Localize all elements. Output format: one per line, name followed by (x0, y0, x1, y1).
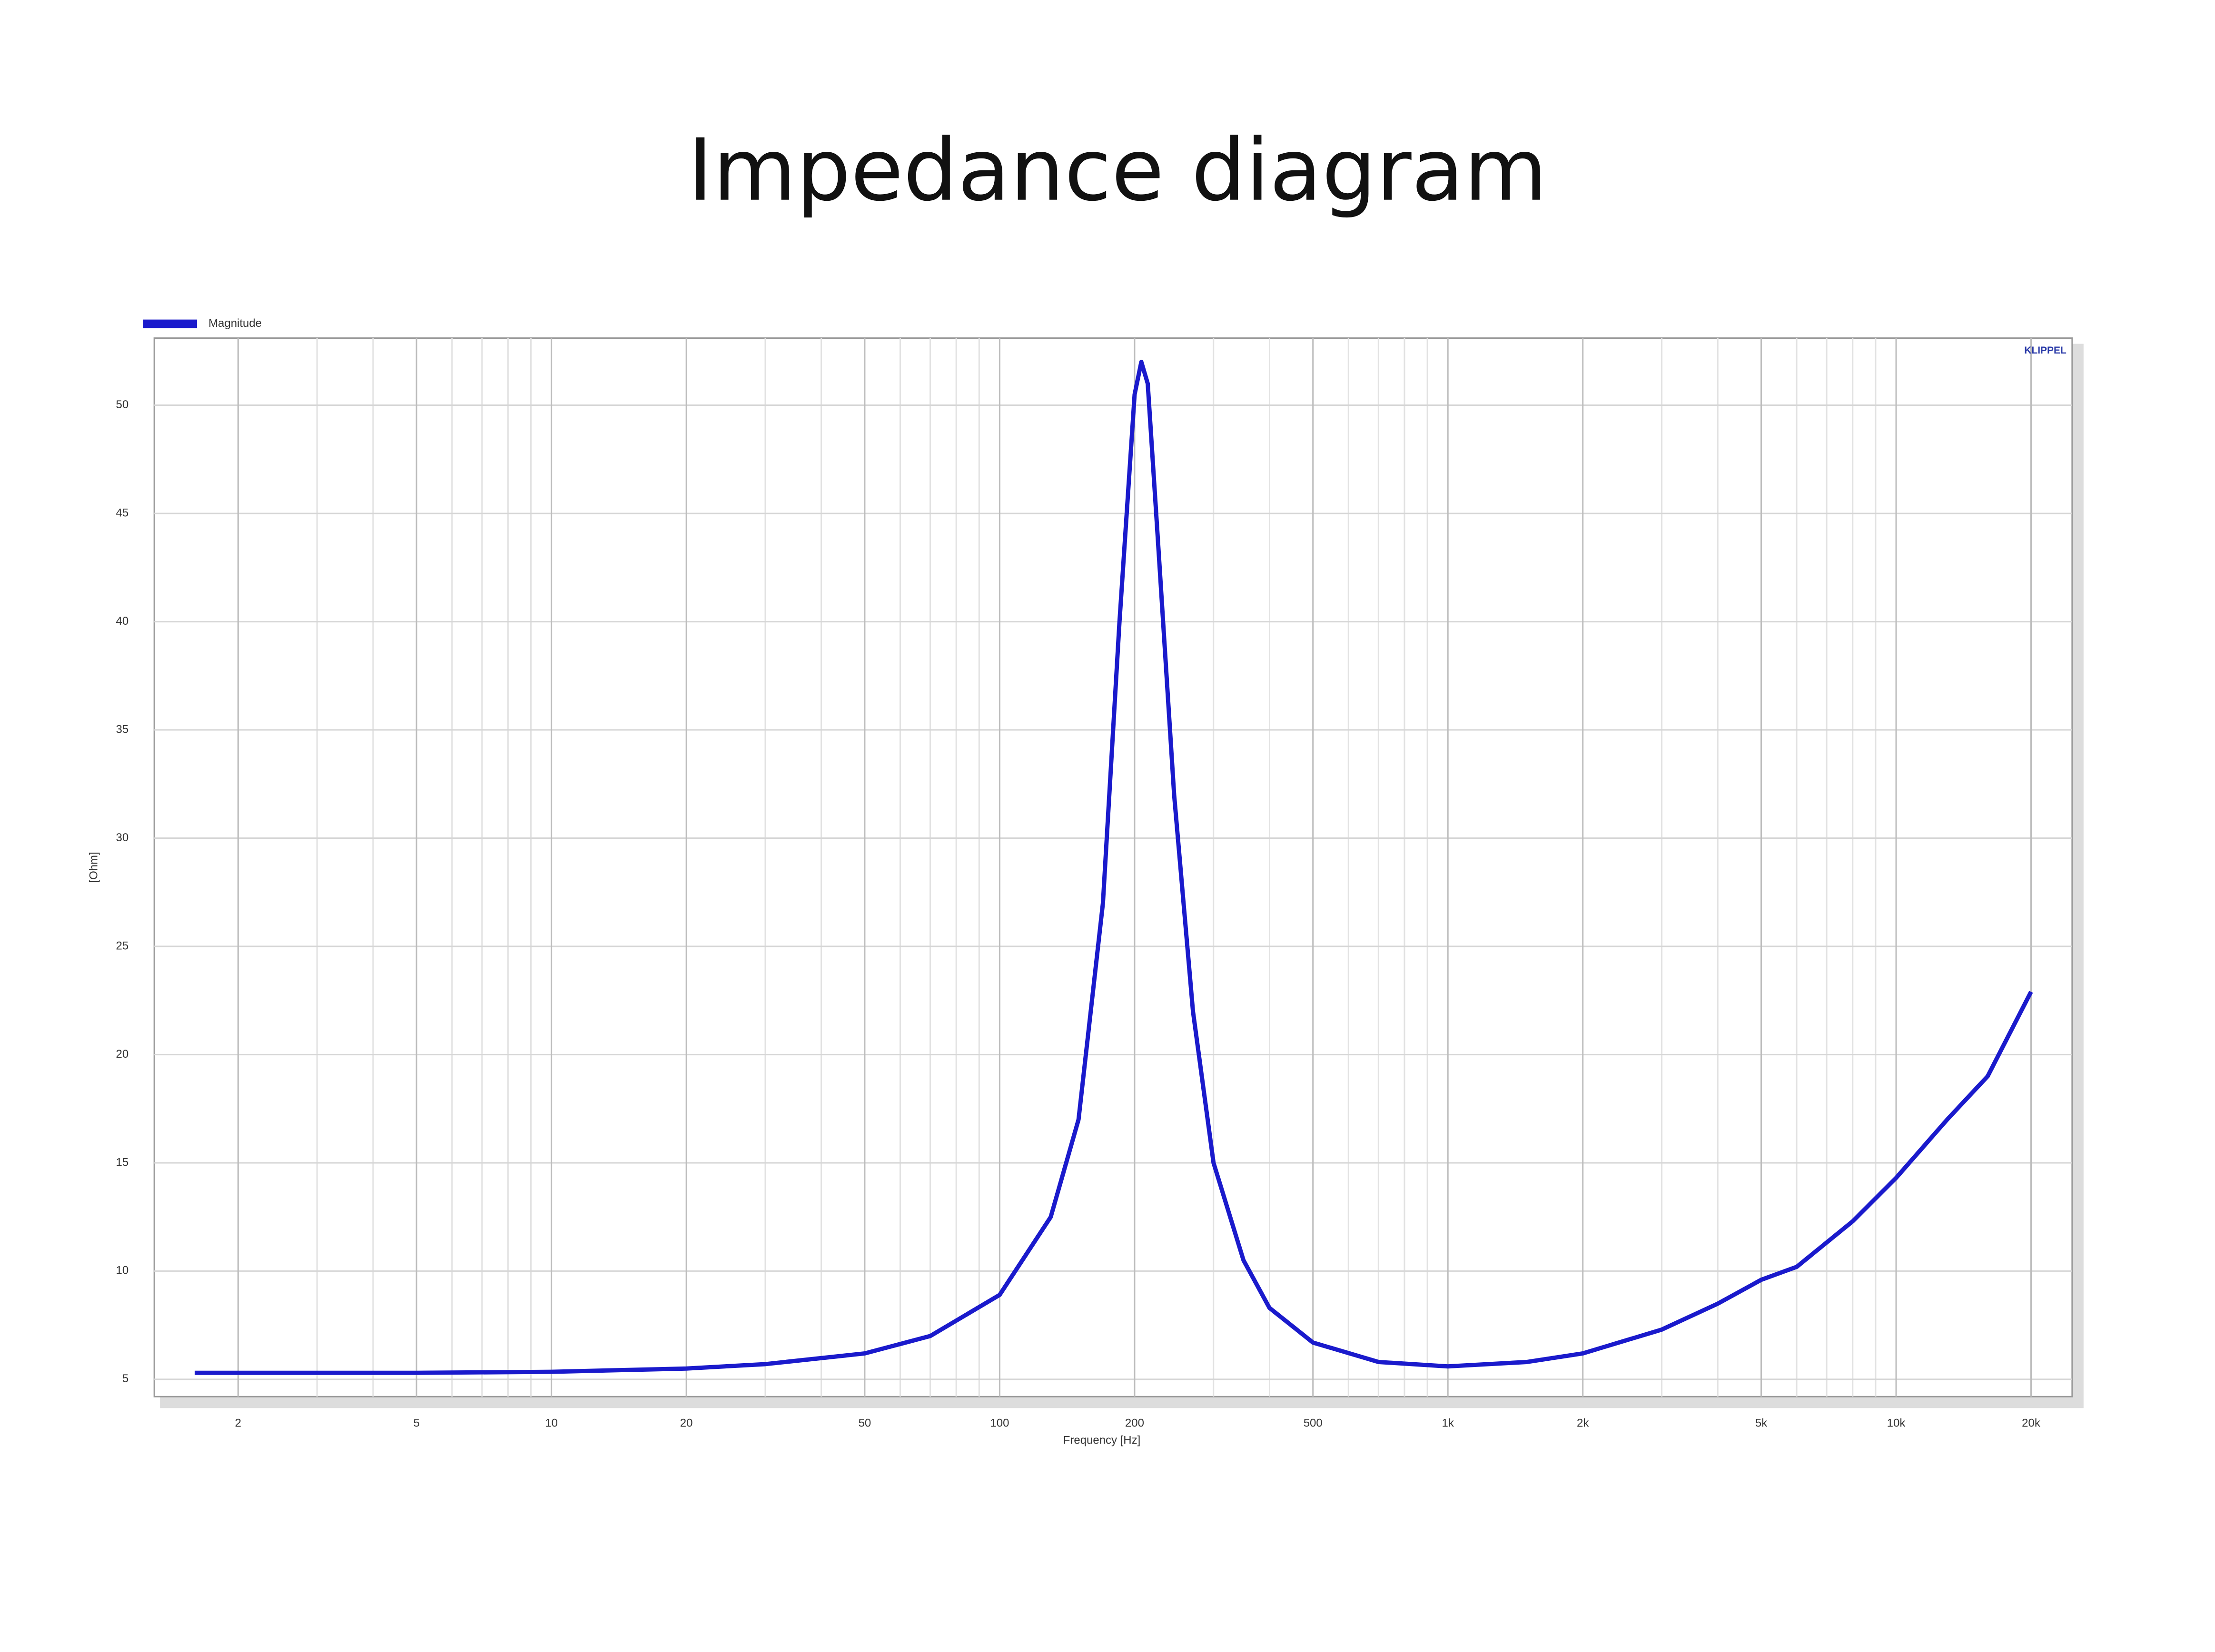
x-axis-label: Frequency [Hz] (1063, 1434, 1141, 1447)
x-tick-label: 10 (545, 1417, 558, 1430)
x-tick-label: 1k (1442, 1417, 1454, 1430)
y-tick-label: 25 (116, 939, 129, 952)
y-tick-label: 20 (116, 1048, 129, 1061)
x-tick-label: 100 (990, 1417, 1009, 1430)
x-tick-label: 50 (859, 1417, 871, 1430)
y-tick-label: 30 (116, 831, 129, 844)
x-tick-label: 200 (1125, 1417, 1144, 1430)
series-line (195, 360, 2033, 1375)
y-tick-label: 5 (122, 1372, 129, 1385)
legend-swatch (143, 319, 198, 328)
x-tick-label: 5 (413, 1417, 419, 1430)
legend-label: Magnitude (208, 317, 262, 330)
x-tick-label: 10k (1887, 1417, 1906, 1430)
y-tick-label: 35 (116, 723, 129, 736)
y-axis-label: [Ohm] (88, 852, 100, 883)
chart-title: Impedance diagram (688, 121, 1547, 220)
x-tick-label: 5k (1755, 1417, 1768, 1430)
plot-area (153, 337, 2073, 1397)
y-tick-label: 45 (116, 506, 129, 519)
x-tick-label: 2 (235, 1417, 241, 1430)
x-tick-label: 20k (2022, 1417, 2041, 1430)
y-tick-label: 40 (116, 615, 129, 628)
x-tick-label: 2k (1577, 1417, 1589, 1430)
y-tick-label: 15 (116, 1156, 129, 1169)
brand-label: KLIPPEL (2024, 345, 2067, 356)
x-tick-label: 500 (1304, 1417, 1323, 1430)
y-tick-label: 10 (116, 1264, 129, 1277)
x-tick-label: 20 (680, 1417, 693, 1430)
y-tick-label: 50 (116, 398, 129, 411)
